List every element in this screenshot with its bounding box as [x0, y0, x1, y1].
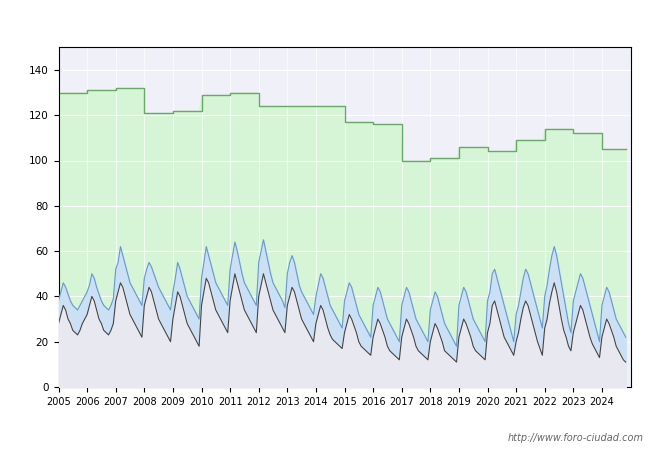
- Text: http://www.foro-ciudad.com: http://www.foro-ciudad.com: [508, 433, 644, 443]
- Text: Barromán - Evolucion de la poblacion en edad de Trabajar Noviembre de 2024: Barromán - Evolucion de la poblacion en …: [64, 13, 586, 26]
